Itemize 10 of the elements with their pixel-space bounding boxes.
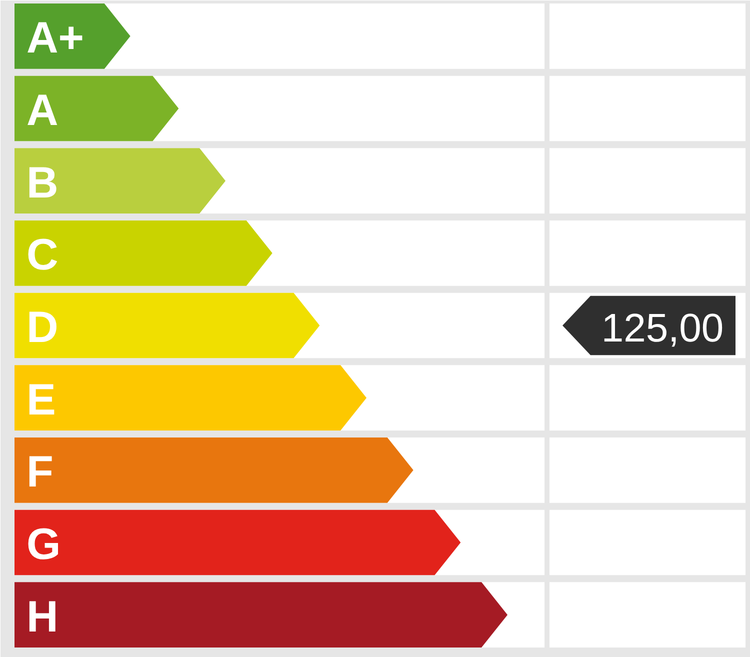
y-tick-label: F xyxy=(26,448,54,497)
y-tick-label: D xyxy=(26,303,58,352)
y-tick-label: B xyxy=(26,158,58,208)
y-tick-label: A+ xyxy=(26,14,84,63)
y-tick-label: E xyxy=(26,375,56,424)
y-tick-label: A xyxy=(26,86,58,135)
text: 125,00 xyxy=(601,306,724,350)
y-tick-label: H xyxy=(26,592,58,642)
y-tick-label: C xyxy=(26,230,58,280)
y-tick-label: G xyxy=(26,520,61,569)
